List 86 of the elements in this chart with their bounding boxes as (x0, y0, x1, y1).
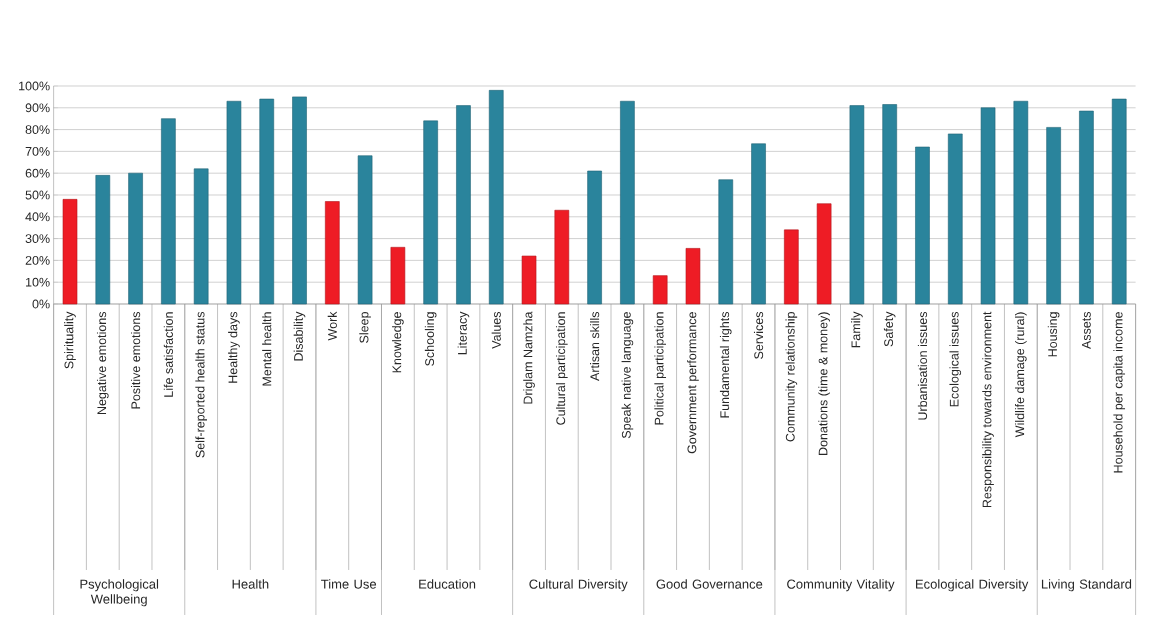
x-tick-label: Knowledge (392, 312, 404, 373)
bar (1111, 98, 1127, 305)
text: Time Use (321, 579, 377, 589)
x-tick-label: Government performance (687, 312, 699, 454)
bar (161, 118, 176, 305)
text: Psychological Wellbeing (80, 579, 159, 607)
x-tick-label: Political participation (654, 312, 667, 425)
bar (620, 100, 635, 305)
text: Health (232, 579, 269, 589)
text: Living Standard (1041, 579, 1132, 592)
x-tick-label: Donations (time & money) (818, 312, 830, 455)
bar (751, 143, 766, 305)
x-tick-label: Positive emotions (130, 311, 141, 409)
y-tick-label: 40% (25, 212, 50, 222)
bar (587, 170, 602, 305)
x-tick-label: Mental health (262, 312, 272, 386)
bar (456, 105, 471, 305)
y-tick-label: 0% (32, 299, 50, 309)
bar (554, 209, 570, 305)
x-tick-label: Ecological issues (949, 311, 962, 407)
bar (423, 120, 438, 305)
y-tick-label: 90% (25, 103, 50, 113)
x-tick-label: Speak native language (621, 312, 634, 439)
bar (685, 248, 701, 305)
y-tick-label: 70% (25, 146, 50, 156)
x-tick-label: Life satisfaction (163, 312, 173, 397)
x-tick-label: Self-reported health status (195, 311, 207, 458)
x-tick-label: Negative emotions (96, 311, 109, 414)
y-tick-label: 30% (25, 234, 50, 244)
bar (521, 255, 537, 305)
bar (357, 155, 373, 305)
bar (259, 98, 275, 305)
text: Community Vitality (787, 579, 895, 592)
bar (1013, 100, 1029, 305)
bar (980, 107, 996, 305)
text: Ecological Diversity (916, 579, 1029, 592)
text: Good Governance (656, 579, 763, 589)
x-tick-label: Healthy days (228, 311, 240, 383)
x-tick-label: Sleep (359, 312, 371, 343)
x-tick-label: Work (327, 311, 337, 341)
y-tick-label: 100% (19, 81, 50, 91)
bar (652, 275, 668, 305)
x-tick-label: Assets (1082, 311, 1091, 349)
x-tick-label: Family (851, 311, 863, 348)
bar (292, 96, 307, 305)
x-tick-label: Household per capita income (1113, 312, 1126, 473)
x-tick-label: Spirituality (64, 311, 76, 369)
x-tick-label: Values (491, 311, 501, 349)
y-tick-label: 50% (25, 190, 50, 200)
y-tick-label: 10% (26, 277, 50, 287)
x-tick-label: Services (753, 311, 764, 359)
bar (390, 247, 406, 305)
bar (1046, 127, 1061, 305)
x-tick-label: Wildlife damage (rural) (1015, 312, 1027, 438)
y-tick-label: 60% (25, 168, 50, 178)
x-tick-label: Urbanisation issues (917, 311, 928, 420)
text: Cultural Diversity (529, 579, 628, 592)
bar (1079, 110, 1094, 305)
bar (128, 172, 143, 305)
bar (193, 168, 209, 305)
x-tick-label: Literacy (457, 311, 470, 355)
bar (849, 105, 865, 305)
bar (784, 229, 799, 305)
x-tick-label: Cultural participation (555, 312, 568, 425)
x-tick-label: Responsibility towards environment (982, 311, 994, 508)
x-tick-label: Fundamental rights (719, 311, 732, 418)
bar (947, 133, 963, 305)
x-tick-label: Community relationship (785, 312, 798, 442)
bar (226, 100, 242, 305)
bar (816, 203, 832, 305)
bar (915, 146, 930, 305)
bar (325, 201, 340, 305)
bar (882, 104, 897, 305)
x-tick-label: Artisan skills (590, 311, 600, 381)
y-tick-label: 80% (25, 125, 50, 135)
bar (62, 199, 78, 305)
x-tick-label: Disability (293, 311, 306, 361)
x-tick-label: Driglam Namzha (523, 311, 535, 404)
x-tick-label: Housing (1047, 312, 1060, 357)
text: Education (419, 579, 476, 589)
bar (488, 90, 504, 305)
bar (95, 175, 111, 305)
y-tick-label: 20% (25, 255, 50, 265)
x-tick-label: Schooling (424, 312, 437, 366)
x-tick-label: Safety (883, 311, 896, 347)
bar (718, 179, 734, 305)
